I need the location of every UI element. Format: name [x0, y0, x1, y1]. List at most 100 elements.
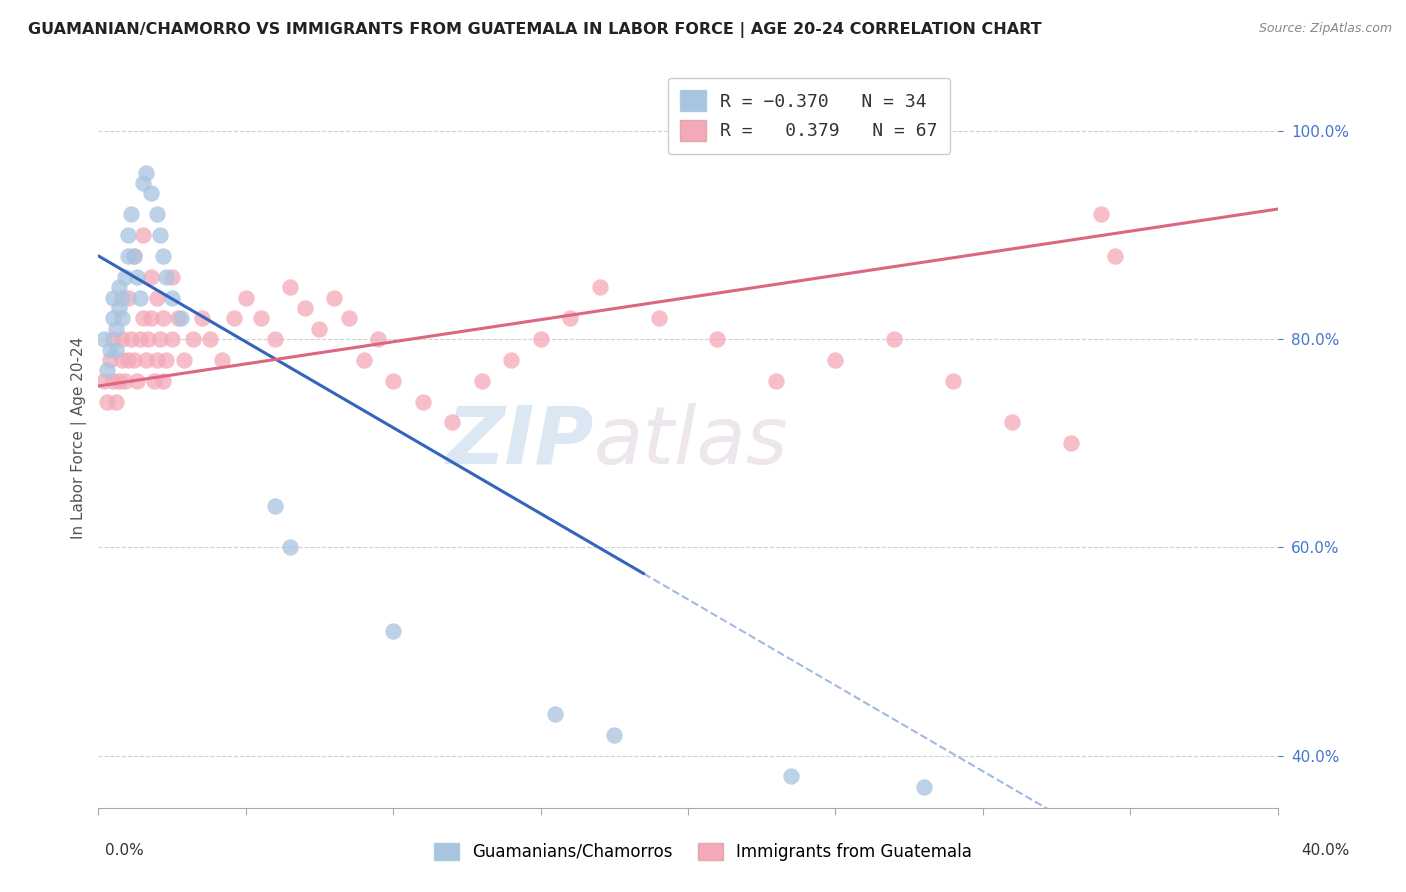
Point — [125, 374, 148, 388]
Point — [1090, 207, 1112, 221]
Point — [249, 311, 271, 326]
Point — [173, 353, 195, 368]
Point — [1001, 416, 1024, 430]
Point — [111, 311, 134, 326]
Point — [98, 343, 121, 357]
Point — [264, 499, 287, 513]
Point — [141, 311, 163, 326]
Point — [122, 353, 145, 368]
Point — [367, 332, 389, 346]
Text: ZIP: ZIP — [446, 403, 593, 481]
Point — [160, 332, 183, 346]
Point — [190, 311, 212, 326]
Point — [105, 343, 128, 357]
Point — [108, 301, 131, 315]
Point — [98, 353, 121, 368]
Y-axis label: In Labor Force | Age 20-24: In Labor Force | Age 20-24 — [72, 337, 87, 539]
Point — [558, 311, 581, 326]
Point — [105, 394, 128, 409]
Point — [105, 322, 128, 336]
Text: 40.0%: 40.0% — [1302, 843, 1350, 858]
Point — [101, 332, 124, 346]
Point — [135, 166, 157, 180]
Point — [152, 374, 174, 388]
Point — [160, 291, 183, 305]
Text: GUAMANIAN/CHAMORRO VS IMMIGRANTS FROM GUATEMALA IN LABOR FORCE | AGE 20-24 CORRE: GUAMANIAN/CHAMORRO VS IMMIGRANTS FROM GU… — [28, 22, 1042, 38]
Text: 0.0%: 0.0% — [105, 843, 145, 858]
Point — [308, 322, 330, 336]
Point — [155, 353, 177, 368]
Point — [883, 332, 905, 346]
Point — [1104, 249, 1126, 263]
Point — [141, 186, 163, 201]
Point — [141, 269, 163, 284]
Point — [128, 332, 150, 346]
Point — [101, 291, 124, 305]
Point — [114, 269, 136, 284]
Legend: Guamanians/Chamorros, Immigrants from Guatemala: Guamanians/Chamorros, Immigrants from Gu… — [427, 836, 979, 868]
Point — [155, 269, 177, 284]
Point — [211, 353, 233, 368]
Point — [647, 311, 669, 326]
Point — [824, 353, 846, 368]
Point — [108, 280, 131, 294]
Point — [337, 311, 360, 326]
Point — [101, 374, 124, 388]
Point — [382, 624, 405, 638]
Point — [942, 374, 965, 388]
Point — [603, 728, 626, 742]
Point — [93, 332, 115, 346]
Point — [117, 291, 139, 305]
Point — [167, 311, 190, 326]
Point — [235, 291, 257, 305]
Point — [128, 291, 150, 305]
Point — [765, 374, 787, 388]
Point — [152, 249, 174, 263]
Point — [323, 291, 346, 305]
Point — [117, 249, 139, 263]
Point — [529, 332, 551, 346]
Point — [108, 374, 131, 388]
Point — [146, 291, 169, 305]
Point — [96, 394, 118, 409]
Point — [146, 353, 169, 368]
Point — [149, 228, 172, 243]
Point — [143, 374, 166, 388]
Legend: R = −0.370   N = 34, R =   0.379   N = 67: R = −0.370 N = 34, R = 0.379 N = 67 — [668, 78, 950, 153]
Point — [160, 269, 183, 284]
Point — [131, 311, 153, 326]
Point — [114, 374, 136, 388]
Point — [200, 332, 222, 346]
Point — [353, 353, 375, 368]
Text: Source: ZipAtlas.com: Source: ZipAtlas.com — [1258, 22, 1392, 36]
Point — [149, 332, 172, 346]
Point — [912, 780, 935, 794]
Point — [111, 353, 134, 368]
Point — [111, 332, 134, 346]
Point — [588, 280, 610, 294]
Point — [101, 311, 124, 326]
Point — [122, 249, 145, 263]
Point — [96, 363, 118, 377]
Point — [441, 416, 464, 430]
Point — [146, 207, 169, 221]
Point — [122, 249, 145, 263]
Point — [412, 394, 434, 409]
Point — [120, 207, 142, 221]
Point — [135, 353, 157, 368]
Point — [125, 269, 148, 284]
Point — [131, 176, 153, 190]
Point — [706, 332, 728, 346]
Point — [264, 332, 287, 346]
Point — [138, 332, 160, 346]
Point — [544, 706, 567, 721]
Point — [93, 374, 115, 388]
Point — [382, 374, 405, 388]
Point — [278, 541, 301, 555]
Point — [117, 228, 139, 243]
Point — [170, 311, 193, 326]
Point — [120, 332, 142, 346]
Point — [131, 228, 153, 243]
Point — [111, 291, 134, 305]
Point — [222, 311, 245, 326]
